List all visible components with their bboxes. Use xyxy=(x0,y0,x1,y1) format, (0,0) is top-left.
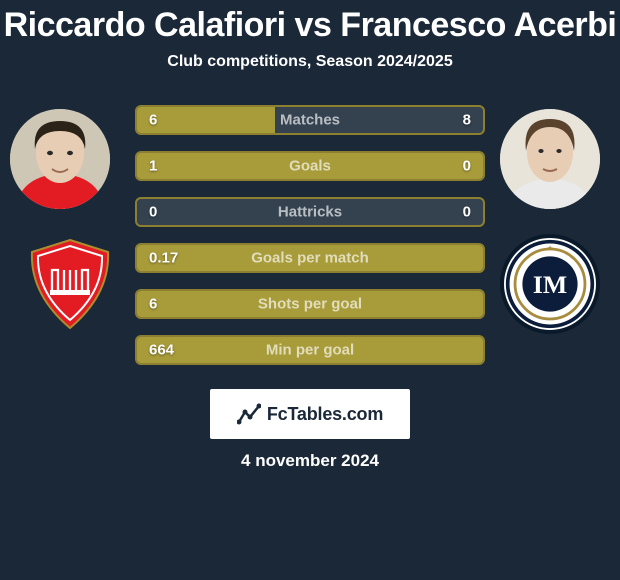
stat-fill-left xyxy=(137,107,275,133)
player-left-avatar xyxy=(10,109,110,209)
player-right-avatar xyxy=(500,109,600,209)
source-label: FcTables.com xyxy=(267,404,383,425)
source-badge: FcTables.com xyxy=(210,389,410,439)
svg-text:IM: IM xyxy=(533,270,567,299)
stat-row: 664 Min per goal xyxy=(135,335,485,365)
stat-row: 6 Matches 8 xyxy=(135,105,485,135)
page-title: Riccardo Calafiori vs Francesco Acerbi xyxy=(4,6,617,45)
stat-label: Min per goal xyxy=(266,342,354,359)
stat-label: Hattricks xyxy=(278,204,342,221)
stat-value-left: 0.17 xyxy=(149,250,178,267)
stat-value-right: 0 xyxy=(463,158,471,175)
date-label: 4 november 2024 xyxy=(241,451,379,471)
stat-value-left: 664 xyxy=(149,342,174,359)
stats-container: 6 Matches 8 1 Goals 0 0 Hattricks 0 0.17 Goals per… xyxy=(135,105,485,381)
stat-row: 0 Hattricks 0 xyxy=(135,197,485,227)
chart-icon xyxy=(237,402,261,426)
club-right-badge: IM xyxy=(500,234,600,334)
stat-value-right: 8 xyxy=(463,112,471,129)
stat-row: 1 Goals 0 xyxy=(135,151,485,181)
stat-value-right: 0 xyxy=(463,204,471,221)
stat-label: Matches xyxy=(280,112,340,129)
stat-value-left: 6 xyxy=(149,112,157,129)
stat-row: 6 Shots per goal xyxy=(135,289,485,319)
stat-value-left: 6 xyxy=(149,296,157,313)
stat-value-left: 1 xyxy=(149,158,157,175)
stat-row: 0.17 Goals per match xyxy=(135,243,485,273)
stat-label: Shots per goal xyxy=(258,296,362,313)
page-subtitle: Club competitions, Season 2024/2025 xyxy=(167,53,452,71)
comparison-area: IM 6 Matches 8 1 Goals 0 0 Hattricks 0 0.17 Goals … xyxy=(0,99,620,580)
stat-value-left: 0 xyxy=(149,204,157,221)
stat-label: Goals xyxy=(289,158,331,175)
stat-label: Goals per match xyxy=(251,250,369,267)
club-left-badge xyxy=(20,234,120,334)
